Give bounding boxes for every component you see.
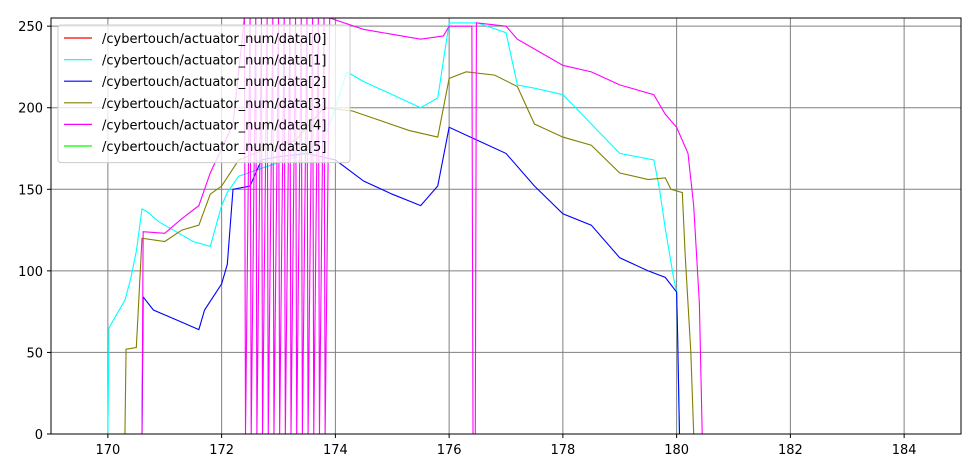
x-tick-label: 180 (664, 443, 689, 458)
legend-box (57, 24, 351, 164)
x-tick-label: 174 (323, 443, 348, 458)
plot-frame (50, 17, 962, 435)
legend-label-3: /cybertouch/actuator_num/data[3] (102, 97, 326, 112)
axis-ticks: 170 172 174 176 178 180 182 184 0 50 100 150 200 250 (18, 20, 916, 458)
y-tick-label: 150 (18, 183, 43, 198)
x-tick-label: 178 (550, 443, 575, 458)
series-line-2 (51, 126, 961, 434)
y-tick-label: 100 (18, 265, 43, 280)
legend: /cybertouch/actuator_num/data[0] /cyberto… (57, 24, 351, 164)
y-tick-label: 50 (26, 346, 43, 361)
y-tick-label: 250 (18, 20, 43, 35)
legend-label-5: /cybertouch/actuator_num/data[5] (102, 140, 326, 155)
x-tick-label: 184 (892, 443, 917, 458)
x-tick-label: 172 (209, 443, 234, 458)
legend-label-1: /cybertouch/actuator_num/data[1] (102, 54, 326, 69)
legend-label-4: /cybertouch/actuator_num/data[4] (102, 118, 326, 133)
series-line-3 (51, 71, 961, 434)
x-tick-label: 176 (437, 443, 462, 458)
legend-label-0: /cybertouch/actuator_num/data[0] (102, 32, 326, 47)
x-tick-label: 170 (95, 443, 120, 458)
series-line-4 (51, 18, 961, 434)
y-tick-label: 0 (35, 428, 43, 443)
legend-label-2: /cybertouch/actuator_num/data[2] (102, 75, 326, 90)
x-tick-label: 182 (778, 443, 803, 458)
y-tick-label: 200 (18, 102, 43, 117)
